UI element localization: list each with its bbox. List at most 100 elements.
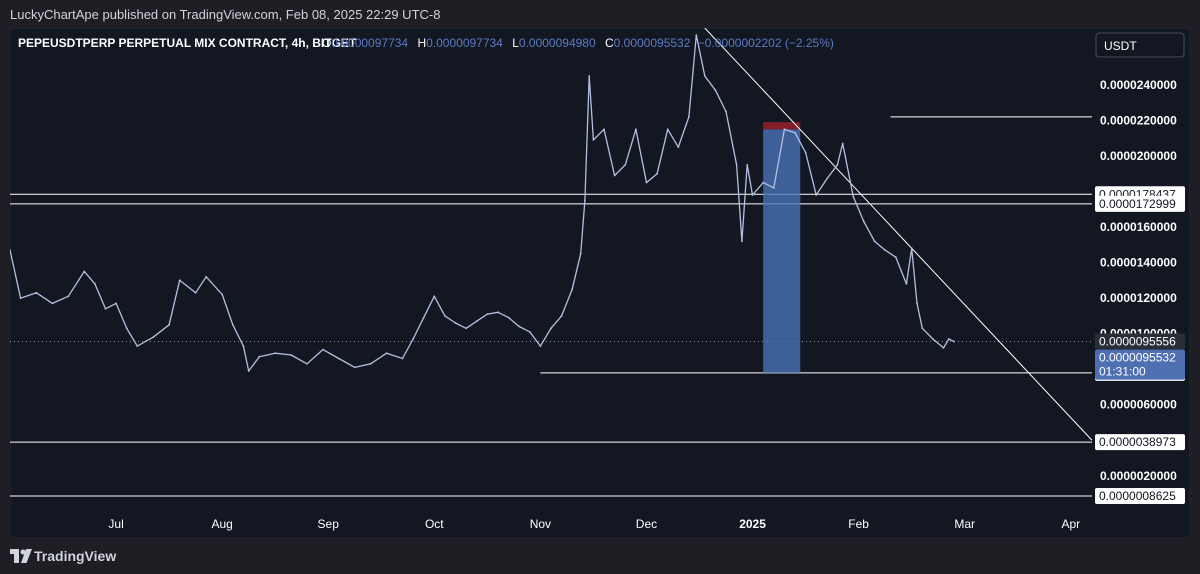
- price-point: [942, 347, 945, 349]
- y-tick-label: 0.0000060000: [1100, 398, 1177, 412]
- price-point: [592, 139, 595, 141]
- price-point: [194, 291, 197, 294]
- price-point: [741, 240, 743, 243]
- currency-label: USDT: [1104, 39, 1137, 53]
- price-point: [507, 316, 510, 319]
- price-point: [735, 163, 738, 166]
- price-point: [486, 313, 489, 315]
- price-point: [178, 279, 181, 282]
- price-point: [19, 297, 22, 299]
- price-tags: 0.00001784370.00001729990.00000955560.00…: [1095, 186, 1185, 505]
- price-point: [613, 174, 616, 177]
- price-point: [804, 151, 807, 154]
- level-price-tag-label: 0.0000172999: [1099, 197, 1176, 211]
- brand-name: TradingView: [34, 548, 117, 564]
- price-point: [258, 355, 261, 358]
- price-series: [10, 34, 955, 372]
- price-point: [751, 194, 754, 196]
- price-point: [35, 291, 38, 294]
- price-point: [83, 270, 86, 273]
- price-point: [51, 302, 54, 305]
- close-label: C: [605, 36, 614, 50]
- x-tick-label: Sep: [318, 517, 340, 531]
- price-point: [433, 295, 436, 298]
- position-stop-zone: [763, 122, 801, 130]
- price-point: [67, 295, 70, 298]
- footer-bar: TradingView: [0, 538, 1200, 574]
- y-tick-label: 0.0000160000: [1100, 220, 1177, 234]
- price-point: [94, 283, 96, 285]
- price-point: [221, 293, 224, 296]
- y-tick-label: 0.0000020000: [1100, 469, 1177, 483]
- price-point: [953, 340, 955, 343]
- price-point: [422, 316, 425, 319]
- price-point: [125, 327, 128, 330]
- trendlines: [704, 28, 1093, 441]
- horizontal-levels: [10, 116, 1092, 497]
- price-point: [528, 331, 531, 333]
- price-chart[interactable]: 0.00002600000.00002400000.00002200000.00…: [10, 28, 1190, 538]
- ohlc-readout: O0.0000097734 H0.0000097734 L0.000009498…: [322, 36, 834, 50]
- level-price-tag-label: 0.0000095556: [1099, 335, 1176, 349]
- price-point: [337, 357, 340, 360]
- price-point: [412, 338, 414, 340]
- x-tick-label: Dec: [636, 517, 657, 531]
- publish-info: LuckyChartApe published on TradingView.c…: [10, 7, 441, 22]
- level-price-tag: [1095, 434, 1185, 451]
- price-point: [725, 110, 727, 113]
- chart-legend: PEPEUSDTPERP PERPETUAL MIX CONTRACT, 4h,…: [18, 36, 834, 50]
- price-point: [863, 220, 865, 223]
- time-axis: Jul Aug Sep Oct Nov Dec 2025 Feb Mar Apr: [108, 517, 1080, 531]
- y-tick-label: 0.0000220000: [1100, 113, 1177, 127]
- price-point: [894, 256, 897, 259]
- price-point: [560, 315, 563, 317]
- price-point: [168, 323, 171, 326]
- symbol-title: PEPEUSDTPERP PERPETUAL MIX CONTRACT, 4h,…: [18, 36, 357, 50]
- price-point: [932, 338, 934, 340]
- price-point: [497, 311, 499, 314]
- low-label: L: [512, 36, 519, 50]
- high-label: H: [417, 36, 426, 50]
- price-point: [475, 320, 478, 323]
- x-tick-label: Feb: [848, 517, 869, 531]
- price-point: [136, 345, 139, 347]
- low-value: 0.0000094980: [519, 36, 596, 50]
- level-price-tag: [1095, 333, 1185, 350]
- price-point: [910, 247, 913, 250]
- x-tick-label: Jul: [108, 517, 123, 531]
- price-point: [550, 327, 552, 330]
- descending-trendline: [704, 28, 1093, 441]
- level-price-tag-label: 0.0000008625: [1099, 489, 1176, 503]
- currency-selector[interactable]: USDT: [1095, 32, 1185, 58]
- price-point: [921, 327, 924, 330]
- price-point: [688, 115, 690, 118]
- level-price-tag-label: 0.0000038973: [1099, 435, 1176, 449]
- price-point: [579, 252, 582, 255]
- price-point: [306, 362, 308, 365]
- price-point: [916, 302, 918, 305]
- price-point: [852, 195, 855, 198]
- current-price-label: 0.0000095532: [1099, 351, 1176, 365]
- price-point: [247, 370, 250, 372]
- price-point: [677, 146, 680, 148]
- short-position-tool: [763, 122, 801, 373]
- price-point: [695, 34, 698, 36]
- price-point: [783, 128, 786, 131]
- price-point: [666, 128, 669, 131]
- price-point: [645, 181, 648, 184]
- price-point: [518, 325, 521, 328]
- price-point: [841, 142, 844, 145]
- price-point: [369, 362, 372, 365]
- price-point: [242, 345, 245, 347]
- price-point: [588, 75, 591, 77]
- price-point: [714, 89, 717, 92]
- price-point: [762, 181, 765, 184]
- x-tick-label: Aug: [211, 517, 232, 531]
- tradingview-logo-icon: [10, 549, 32, 563]
- price-point: [815, 194, 818, 196]
- price-point: [635, 128, 637, 131]
- price-point: [104, 307, 107, 310]
- publish-bar: LuckyChartApe published on TradingView.c…: [0, 0, 1200, 28]
- price-point: [905, 283, 908, 285]
- price-point: [624, 163, 627, 166]
